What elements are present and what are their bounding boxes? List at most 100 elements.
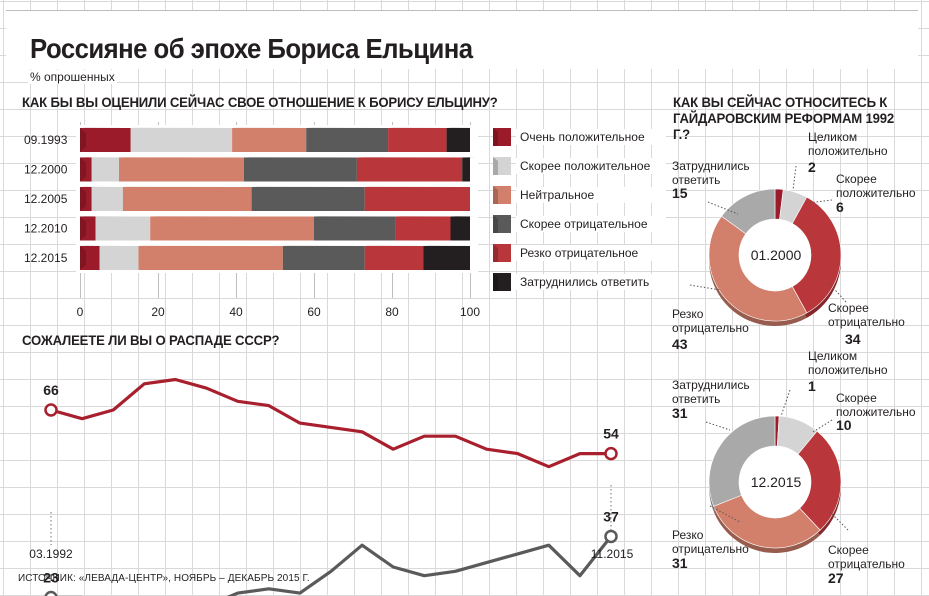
bar-tick-label: 80 [385,305,399,319]
donut-slice-value: 15 [672,185,688,201]
bar-segment [388,128,447,152]
legend-label: Нейтральное [520,188,594,202]
donut-slice-label: Скорее [828,301,869,315]
donut-leader-line [780,389,791,417]
line-x-start-label: 03.1992 [29,547,73,561]
donut-slice-value: 6 [836,199,844,215]
legend-swatch-bevel [493,273,498,291]
donut-slice-label: отрицательно [672,321,749,335]
line-end-marker [604,529,618,544]
bar-segment [395,216,451,241]
legend-swatch-bevel [493,128,498,146]
bar-segment [91,157,119,182]
legend-swatch-bevel [493,157,498,175]
donut-slice-label: Целиком [808,349,857,363]
line-end-label: 54 [603,426,619,442]
bar-segment [130,128,233,152]
legend-swatch [493,157,511,175]
donut-slice-label: отрицательно [828,557,905,571]
page-title: Россияне об эпохе Бориса Ельцина [30,33,473,64]
bar-bevel [80,187,86,211]
donut-leader-line [807,199,833,204]
line-start-marker [44,403,58,417]
donut-center-label: 01.2000 [751,247,802,263]
legend-swatch [493,186,511,204]
bar-category-label: 12.2015 [24,251,68,265]
bar-bevel [80,128,86,152]
bar-segment [251,187,365,211]
bar-tick-label: 40 [229,305,243,319]
bar-segment [356,157,463,182]
bar-bevel [80,216,86,241]
line-chart-title: СОЖАЛЕЕТЕ ЛИ ВЫ О РАСПАДЕ СССР? [22,332,280,348]
bar-category-label: 12.2005 [24,192,68,206]
legend-label-bg [516,129,666,145]
donut-slice-label: ответить [672,392,720,406]
bar-segment [80,128,131,152]
line-start-label: 23 [43,569,59,585]
donut-slice-label: отрицательно [828,315,905,329]
donut-chart-title: КАК ВЫ СЕЙЧАС ОТНОСИТЕСЬ К ГАЙДАРОВСКИМ … [673,94,895,142]
legend-label: Скорее положительное [520,159,651,173]
line-series-gray [51,535,613,596]
donut-slice-value: 27 [828,570,844,586]
line-x-end-label: 11.2015 [591,547,634,561]
bar-tick-label: 0 [77,305,84,319]
bar-segment [119,157,244,182]
line-start-label: 66 [43,382,59,398]
donut-slice-value: 2 [808,159,816,175]
line-end-marker [604,446,618,461]
bar-segment [80,187,92,211]
donut-hole [739,219,811,291]
donut-leader-line [829,511,849,531]
bar-segment [91,187,123,211]
legend-label: Скорее отрицательное [520,217,648,231]
bar-segment [150,216,314,241]
line-end-label: 37 [603,508,619,524]
bar-segment [80,246,100,270]
legend-label-bg [516,216,666,232]
bar-chart-title: КАК БЫ ВЫ ОЦЕНИЛИ СЕЙЧАС СВОЕ ОТНОШЕНИЕ … [22,94,498,110]
donut-leader-line [689,284,721,291]
donut-2000: 01.2000Целикомположительно2Скорееположит… [672,130,916,352]
line-series-red [50,377,611,469]
bar-segment [80,216,96,241]
bar-segment [306,128,389,152]
bar-segment [364,246,424,270]
bar-segment [99,246,139,270]
donut-slice-label: отрицательно [672,542,749,556]
donut-leader-line [792,165,797,191]
legend-label-bg [516,245,666,261]
donut-hole [739,446,811,518]
donut-slice-label: положительно [836,186,916,200]
bar-segment [138,246,283,270]
donut-slice-label: Затруднились [672,378,750,392]
bar-segment [450,216,470,241]
donut-slice-value: 10 [836,417,852,433]
bar-segment [232,128,307,152]
bar-category-label: 12.2010 [24,222,68,236]
legend-label: Очень положительное [520,130,645,144]
donut-leader-line [705,421,731,431]
donut-leader-line [827,281,847,303]
bar-segment [364,187,470,211]
donut-slice-label: положительно [808,363,888,377]
legend-swatch-bevel [493,186,498,204]
legend-swatch-bevel [493,244,498,262]
legend-swatch [493,273,511,291]
bar-legend: Очень положительное Скорее положительное Н… [493,128,666,291]
legend-label-bg [516,274,666,290]
bar-segment [423,246,470,270]
bar-bevel [80,246,86,270]
bar-segment [462,157,470,182]
source-note: ИСТОЧНИК: «ЛЕВАДА-ЦЕНТР», НОЯБРЬ – ДЕКАБ… [18,573,310,584]
bar-segment [282,246,365,270]
donut-slice-label: положительно [836,405,916,419]
donut-slice-label: ответить [672,173,720,187]
donut-slice-value: 34 [845,331,861,347]
donut-slice-label: Резко [672,307,704,321]
donut-slice-label: Скорее [836,391,877,405]
bar-segment [95,216,151,241]
bar-category-label: 12.2000 [24,163,68,177]
